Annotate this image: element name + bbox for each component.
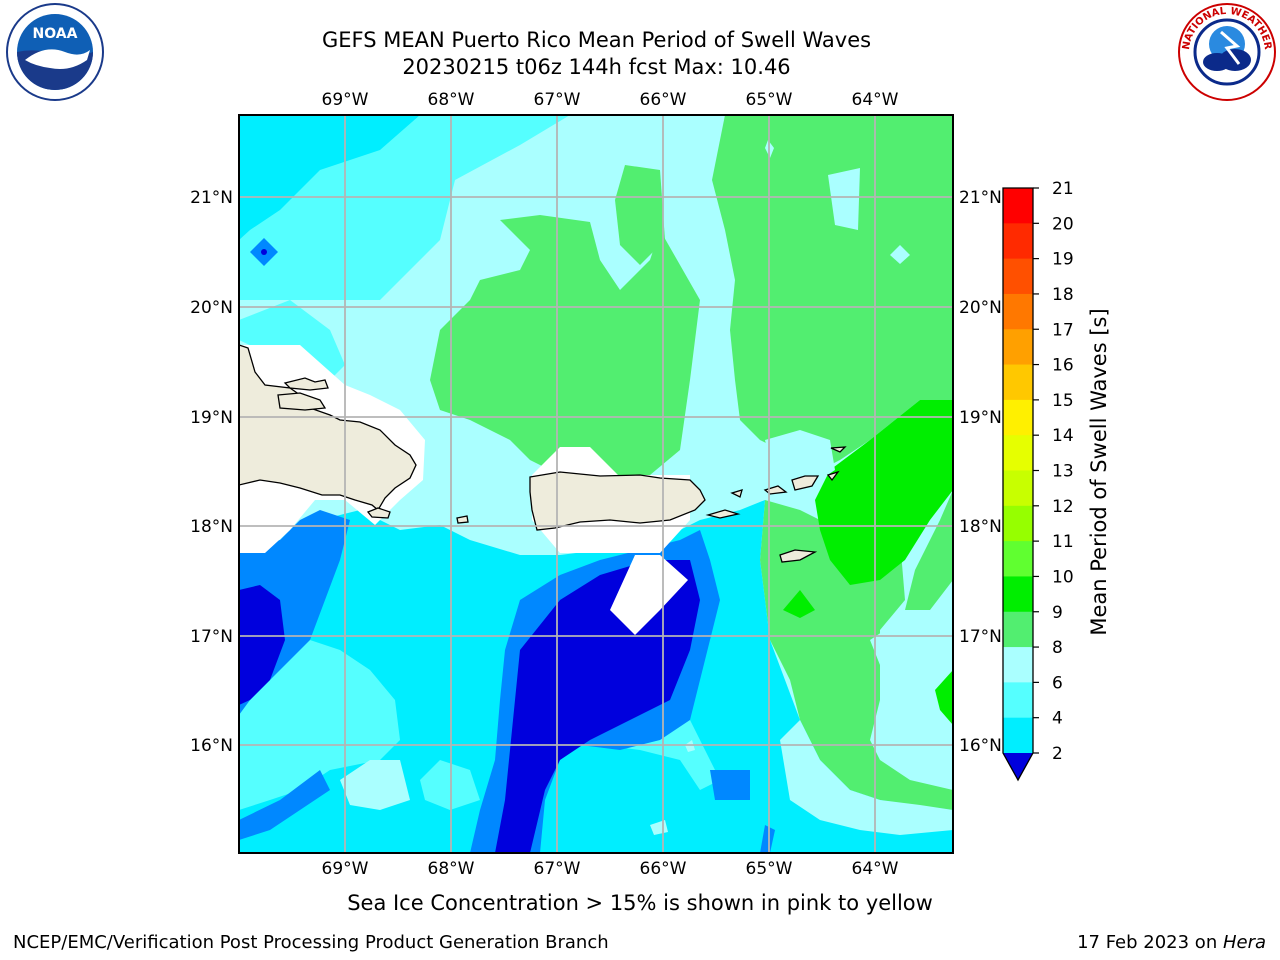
colorbar-tick-label: 2	[1052, 744, 1063, 764]
footer-host: Hera	[1222, 932, 1266, 953]
lon-label: 69°W	[322, 90, 369, 110]
colorbar-cell	[1003, 505, 1033, 542]
tortuga-island	[277, 392, 327, 411]
footer-credit: NCEP/EMC/Verification Post Processing Pr…	[13, 932, 609, 953]
colorbar-tick-label: 11	[1052, 532, 1074, 552]
colorbar-cell	[1003, 576, 1033, 613]
lat-label: 19°N	[190, 408, 233, 428]
noaa-logo-text: NOAA	[33, 26, 78, 42]
graticule	[239, 115, 953, 853]
lat-label: 18°N	[959, 517, 1002, 537]
colorbar-cell	[1003, 364, 1033, 401]
colorbar-cells	[1003, 188, 1033, 780]
colorbar-tick-label: 16	[1052, 356, 1074, 376]
colorbar: 21 20 19 18 17 16 15 14 13 12 11 10 9 8 6 4 2 Mean Perio…	[1002, 179, 1111, 782]
colorbar-cell	[1003, 611, 1033, 648]
lon-label: 64°W	[852, 859, 899, 879]
colorbar-tick-label: 17	[1052, 320, 1074, 340]
lat-labels-right: 21°N 20°N 19°N 18°N 17°N 16°N	[959, 188, 1002, 756]
map-subtitle: 20230215 t06z 144h fcst Max: 10.46	[402, 55, 791, 79]
sea-ice-caption: Sea Ice Concentration > 15% is shown in …	[347, 891, 933, 915]
lon-label: 66°W	[640, 90, 687, 110]
lon-label: 67°W	[534, 859, 581, 879]
hispaniola	[239, 344, 417, 511]
lat-label: 21°N	[959, 188, 1002, 208]
lon-label: 67°W	[534, 90, 581, 110]
colorbar-tick-label: 6	[1052, 673, 1063, 693]
lat-label: 17°N	[190, 627, 233, 647]
noaa-logo: NOAA	[5, 2, 105, 102]
nws-logo: NATIONAL WEATHER SERVICE	[1173, 0, 1277, 102]
lon-label: 68°W	[428, 859, 475, 879]
colorbar-cell	[1003, 682, 1033, 719]
colorbar-ticks: 21 20 19 18 17 16 15 14 13 12 11 10 9 8 6 4 2	[1033, 179, 1074, 764]
lon-label: 69°W	[322, 859, 369, 879]
colorbar-tick-label: 15	[1052, 391, 1074, 411]
lon-label: 65°W	[746, 90, 793, 110]
colorbar-tick-label: 12	[1052, 497, 1074, 517]
colorbar-tick-label: 10	[1052, 567, 1074, 587]
map-frame	[238, 114, 954, 854]
colorbar-cell	[1003, 188, 1033, 224]
colorbar-cell	[1003, 399, 1033, 436]
lat-label: 20°N	[959, 298, 1002, 318]
colorbar-tick-label: 20	[1052, 214, 1074, 234]
colorbar-cell	[1003, 541, 1033, 577]
colorbar-tick-label: 19	[1052, 250, 1074, 270]
footer-date-text: 17 Feb 2023 on	[1077, 932, 1223, 953]
colorbar-tick-label: 4	[1052, 709, 1063, 729]
lat-label: 21°N	[190, 188, 233, 208]
colorbar-cell	[1003, 647, 1033, 683]
lat-label: 16°N	[959, 736, 1002, 756]
colorbar-extend-triangle	[1003, 753, 1033, 780]
lat-label: 17°N	[959, 627, 1002, 647]
colorbar-frame	[1002, 187, 1034, 782]
lon-labels-bottom: 69°W 68°W 67°W 66°W 65°W 64°W	[322, 859, 899, 879]
colorbar-tick-label: 21	[1052, 179, 1074, 199]
colorbar-tick-label: 14	[1052, 426, 1074, 446]
lat-label: 19°N	[959, 408, 1002, 428]
lat-label: 20°N	[190, 298, 233, 318]
colorbar-label: Mean Period of Swell Waves [s]	[1087, 308, 1111, 635]
colorbar-tick-label: 18	[1052, 285, 1074, 305]
colorbar-tick-label: 13	[1052, 462, 1074, 482]
colorbar-cell	[1003, 470, 1033, 507]
map-title: GEFS MEAN Puerto Rico Mean Period of Swe…	[321, 28, 872, 52]
lon-label: 66°W	[640, 859, 687, 879]
colorbar-cell	[1003, 258, 1033, 295]
lat-label: 18°N	[190, 517, 233, 537]
colorbar-cell	[1003, 293, 1033, 330]
colorbar-tick-label: 8	[1052, 638, 1063, 658]
lon-label: 65°W	[746, 859, 793, 879]
colorbar-cell	[1003, 717, 1033, 754]
st-croix	[779, 549, 818, 563]
footer-date: 17 Feb 2023 on Hera	[1077, 932, 1266, 953]
colorbar-cell	[1003, 435, 1033, 471]
lat-labels-left: 21°N 20°N 19°N 18°N 17°N 16°N	[190, 188, 233, 756]
colorbar-tick-label: 9	[1052, 603, 1063, 623]
lon-label: 68°W	[428, 90, 475, 110]
land-masses	[239, 344, 847, 563]
colorbar-cell	[1003, 223, 1033, 260]
lat-label: 16°N	[190, 736, 233, 756]
colorbar-cell	[1003, 329, 1033, 366]
lon-label: 64°W	[852, 90, 899, 110]
lon-labels-top: 69°W 68°W 67°W 66°W 65°W 64°W	[322, 90, 899, 110]
